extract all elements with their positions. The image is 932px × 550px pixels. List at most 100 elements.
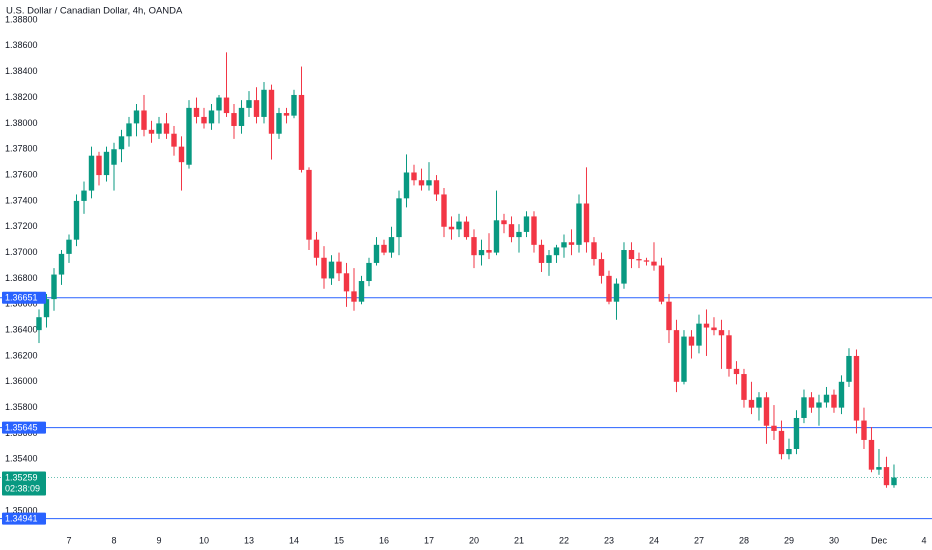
y-tick-label: 1.37800: [5, 144, 38, 154]
candle-body: [748, 399, 755, 408]
candle-body: [831, 394, 837, 408]
candle-body: [276, 113, 282, 134]
candle-body: [291, 94, 297, 116]
candle-body: [868, 439, 875, 470]
candle-body: [186, 107, 192, 165]
y-tick-label: 1.37600: [5, 169, 38, 179]
candle-body: [786, 448, 792, 455]
candle-body: [396, 198, 402, 238]
candle-body: [313, 239, 320, 258]
candle-body: [223, 97, 230, 114]
candle-body: [718, 330, 725, 336]
candle-body: [298, 94, 305, 170]
candle-body: [846, 355, 852, 382]
candle-body: [838, 381, 845, 408]
x-tick-label: 27: [694, 535, 704, 545]
candle-body: [508, 224, 515, 238]
candle-body: [598, 259, 605, 276]
candle-body: [516, 231, 522, 238]
candle-body: [96, 155, 102, 176]
candle-body: [66, 239, 72, 254]
candle-body: [163, 123, 170, 134]
y-tick-label: 1.35800: [5, 402, 38, 412]
candle-body: [358, 281, 365, 302]
x-tick-label: Dec: [871, 535, 888, 545]
candle-body: [673, 330, 680, 382]
candle-body: [441, 194, 447, 227]
candle-body: [36, 317, 42, 331]
x-tick-label: 23: [604, 535, 614, 545]
x-tick-label: 13: [244, 535, 254, 545]
x-tick-label: 8: [111, 535, 116, 545]
candle-body: [156, 123, 162, 134]
countdown-label: 02:38:09: [5, 483, 40, 493]
last-price-label: 1.35259: [5, 472, 38, 482]
y-tick-label: 1.37200: [5, 221, 38, 231]
x-tick-label: 24: [649, 535, 659, 545]
candle-body: [201, 116, 207, 124]
candle-body: [636, 259, 642, 261]
y-tick-label: 1.38400: [5, 66, 38, 76]
candle-body: [741, 374, 747, 400]
candle-body: [546, 255, 552, 263]
candle-body: [793, 417, 800, 449]
candle-body: [553, 247, 560, 256]
candle-body: [343, 273, 350, 292]
candle-body: [51, 274, 57, 300]
candle-body: [381, 244, 387, 253]
candle-body: [493, 220, 500, 253]
candle-body: [591, 242, 597, 260]
x-tick-label: 28: [739, 535, 749, 545]
candle-body: [321, 257, 327, 279]
x-tick-label: 7: [66, 535, 71, 545]
candle-body: [651, 261, 657, 266]
candle-body: [463, 221, 470, 238]
candle-body: [711, 327, 717, 331]
candle-body: [756, 397, 762, 408]
chart-title: U.S. Dollar / Canadian Dollar, 4h, OANDA: [6, 6, 183, 17]
candle-body: [808, 397, 815, 408]
candle-body: [366, 262, 372, 282]
candle-body: [703, 323, 710, 328]
candle-body: [861, 420, 867, 440]
last-price-box: [2, 471, 46, 496]
candle-body: [576, 203, 582, 245]
candle-body: [853, 355, 860, 421]
level-label: 1.34941: [5, 514, 38, 524]
candle-body: [816, 402, 822, 408]
candle-body: [643, 260, 650, 262]
candle-body: [568, 242, 575, 245]
y-tick-label: 1.35400: [5, 454, 38, 464]
candle-body: [103, 151, 110, 176]
candle-body: [658, 265, 665, 302]
candle-body: [351, 291, 357, 302]
x-tick-label: 10: [199, 535, 209, 545]
candle-body: [666, 301, 672, 331]
candle-body: [328, 261, 335, 279]
x-tick-label: 15: [334, 535, 344, 545]
candle-body: [561, 242, 567, 248]
y-tick-label: 1.36800: [5, 273, 38, 283]
candle-body: [501, 220, 507, 225]
candle-body: [148, 129, 155, 134]
candle-body: [478, 250, 485, 256]
candle-body: [88, 155, 95, 191]
candle-body: [733, 368, 740, 375]
candle-body: [373, 244, 380, 263]
candle-body: [531, 216, 537, 245]
candle-body: [778, 430, 785, 455]
candle-body: [688, 336, 695, 346]
candle-body: [283, 113, 290, 116]
x-tick-label: 20: [469, 535, 479, 545]
y-tick-label: 1.37000: [5, 247, 38, 257]
candle-body: [178, 146, 185, 163]
candle-body: [801, 397, 807, 418]
candle-body: [81, 190, 87, 201]
candle-body: [238, 107, 245, 126]
candle-body: [471, 237, 477, 256]
x-tick-label: 16: [379, 535, 389, 545]
candle-body: [111, 149, 117, 165]
level-label: 1.36651: [5, 293, 38, 303]
candle-body: [696, 323, 702, 346]
y-tick-label: 1.38000: [5, 118, 38, 128]
